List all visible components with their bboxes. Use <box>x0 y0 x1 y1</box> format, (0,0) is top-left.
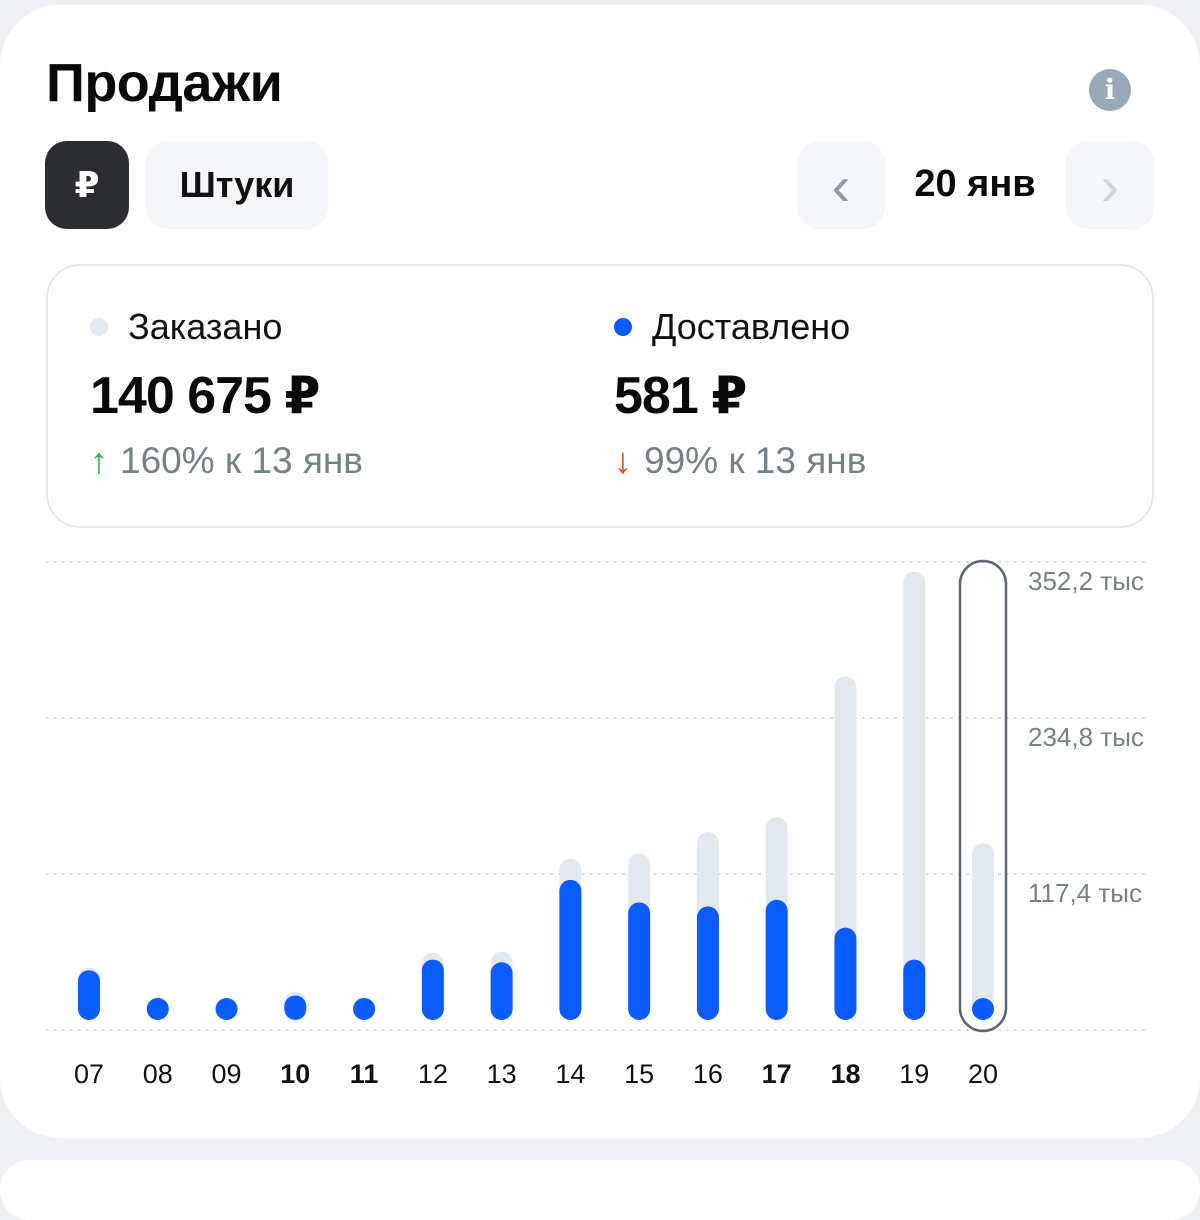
x-tick-label[interactable]: 16 <box>693 1059 723 1089</box>
delivered-delta: 99% к 13 янв <box>644 440 867 481</box>
x-tick-label[interactable]: 20 <box>968 1059 998 1089</box>
x-tick-label[interactable]: 19 <box>899 1059 929 1089</box>
x-tick-label[interactable]: 18 <box>830 1059 860 1089</box>
summary-panel: Заказано 140 675 ₽ ↑ 160% к 13 янв Достав… <box>46 264 1154 528</box>
selected-bar-outline[interactable] <box>958 559 1008 1033</box>
delivered-bar[interactable] <box>353 998 376 1020</box>
x-tick-label[interactable]: 07 <box>74 1059 104 1089</box>
x-tick-label[interactable]: 17 <box>762 1059 792 1089</box>
delivered-bar[interactable] <box>628 902 651 1020</box>
chevron-left-icon[interactable]: ‹ <box>797 141 885 229</box>
ordered-label: Заказано <box>128 306 283 347</box>
ordered-bar[interactable] <box>972 843 994 1020</box>
delivered-bar[interactable] <box>834 927 857 1020</box>
currency-toggle-button[interactable]: ₽ <box>45 141 129 229</box>
x-tick-label[interactable]: 12 <box>418 1059 448 1089</box>
arrow-up-icon: ↑ <box>90 440 108 481</box>
sales-chart: 117,4 тыс 234,8 тыс 352,2 тыс 07 08 09 10 11 12 1… <box>46 559 1150 1089</box>
delivered-bar[interactable] <box>765 899 788 1020</box>
date-label: 20 янв <box>914 163 1036 205</box>
delivered-bar[interactable] <box>215 998 238 1020</box>
chevron-right-icon[interactable]: › <box>1066 141 1154 229</box>
delivered-bar[interactable] <box>903 959 926 1020</box>
delivered-bar[interactable] <box>696 906 719 1020</box>
x-tick-label[interactable]: 09 <box>212 1059 242 1089</box>
delivered-summary: Доставлено 581 ₽ ↓ 99% к 13 янв <box>614 306 866 482</box>
y-tick-label: 117,4 тыс <box>1028 878 1142 908</box>
ordered-bar[interactable] <box>903 571 926 1020</box>
next-card <box>0 1160 1200 1220</box>
ordered-value: 140 675 ₽ <box>90 367 321 425</box>
x-tick-label[interactable]: 13 <box>487 1059 517 1089</box>
x-tick-label[interactable]: 08 <box>143 1059 173 1089</box>
info-icon[interactable]: i <box>1089 69 1131 111</box>
delivered-label: Доставлено <box>652 306 851 347</box>
delivered-bar[interactable] <box>559 879 582 1020</box>
ordered-legend-dot <box>90 318 108 336</box>
delivered-bar[interactable] <box>972 998 994 1020</box>
x-tick-label[interactable]: 15 <box>624 1059 654 1089</box>
ordered-summary: Заказано 140 675 ₽ ↑ 160% к 13 янв <box>90 306 363 482</box>
delivered-bar[interactable] <box>421 959 444 1020</box>
delivered-legend-dot <box>614 318 632 336</box>
delivered-bar[interactable] <box>490 962 513 1020</box>
x-tick-label[interactable]: 11 <box>350 1059 379 1089</box>
y-tick-label: 234,8 тыс <box>1028 722 1144 752</box>
units-toggle-button[interactable]: Штуки <box>146 141 328 229</box>
page-title: Продажи <box>46 53 283 113</box>
delivered-bar[interactable] <box>78 970 100 1020</box>
delivered-bar[interactable] <box>146 998 169 1020</box>
delivered-value: 581 ₽ <box>614 367 747 425</box>
delivered-bar[interactable] <box>284 995 307 1020</box>
arrow-down-icon: ↓ <box>614 440 632 481</box>
x-tick-label[interactable]: 10 <box>280 1059 310 1089</box>
y-tick-label: 352,2 тыс <box>1028 566 1144 596</box>
x-tick-label[interactable]: 14 <box>555 1059 585 1089</box>
ordered-delta: 160% к 13 янв <box>120 440 363 481</box>
